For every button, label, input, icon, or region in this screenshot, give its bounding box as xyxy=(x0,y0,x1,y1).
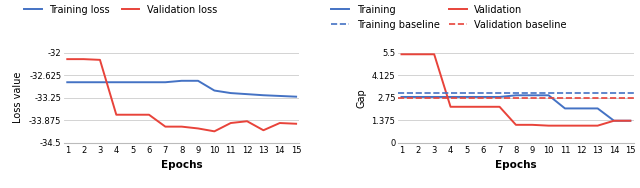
Y-axis label: Gap: Gap xyxy=(356,88,366,108)
Y-axis label: Loss value: Loss value xyxy=(13,72,23,124)
Legend: Training, Training baseline, Validation, Validation baseline: Training, Training baseline, Validation,… xyxy=(332,5,567,30)
X-axis label: Epochs: Epochs xyxy=(161,160,202,170)
X-axis label: Epochs: Epochs xyxy=(495,160,537,170)
Legend: Training loss, Validation loss: Training loss, Validation loss xyxy=(24,5,217,15)
